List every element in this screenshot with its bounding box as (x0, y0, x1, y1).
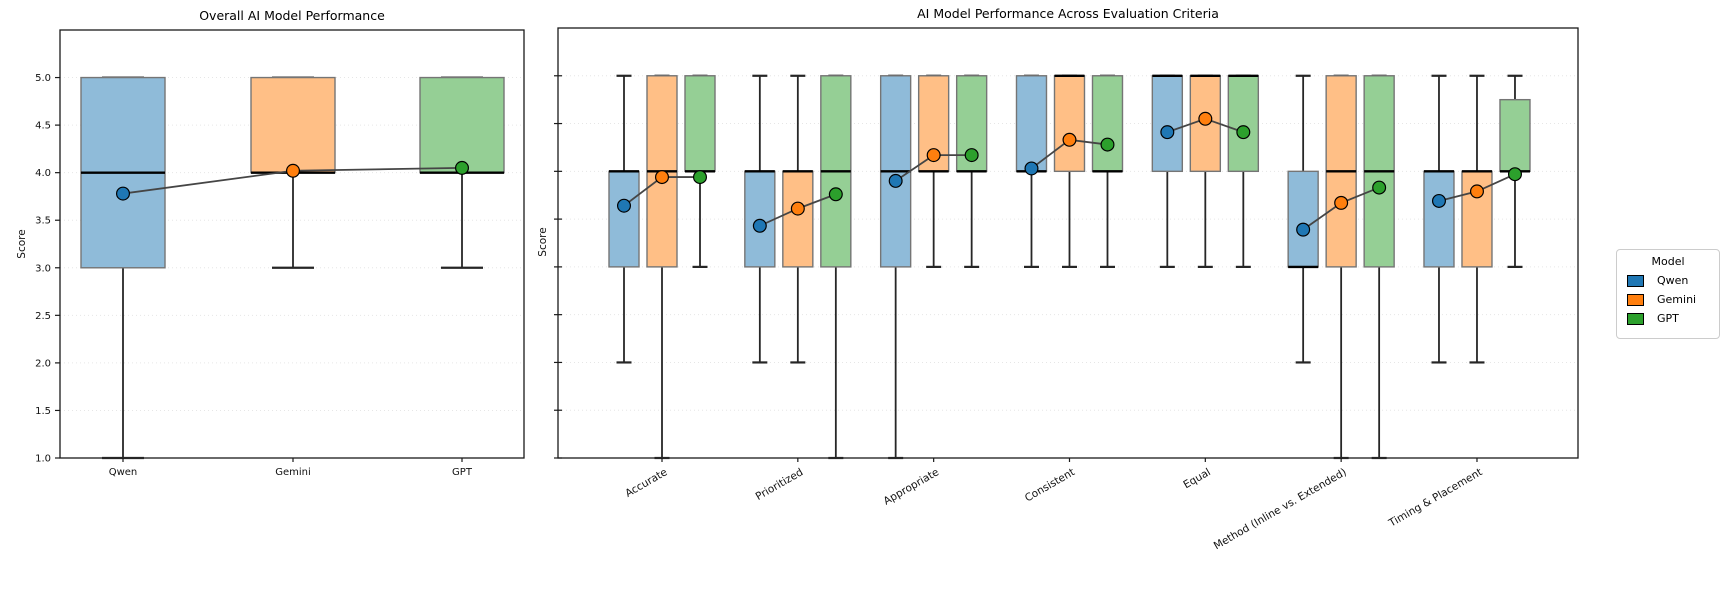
box-body (782, 170, 814, 268)
x-tick-label: GPT (452, 467, 473, 478)
mean-marker-gpt-equal (1236, 125, 1251, 140)
box-body (1091, 75, 1124, 173)
box-body (1287, 170, 1319, 268)
x-tick-label: Accurate (623, 466, 669, 500)
box-gpt-accurate (684, 74, 716, 268)
box-gemini-timing-placement (1461, 74, 1493, 364)
mean-marker-qwen-method-inline-vs-extended (1296, 222, 1311, 237)
panel-border (59, 29, 525, 459)
legend-label: GPT (1657, 312, 1679, 325)
legend-swatch-qwen (1627, 274, 1644, 287)
x-tick-label: Consistent (1023, 466, 1077, 504)
mean-marker-gpt-appropriate (964, 148, 979, 163)
y-tick-label: 2.0 (35, 358, 51, 369)
y-tick-label: 1.5 (35, 406, 51, 417)
mean-marker-gemini-equal (1198, 111, 1213, 126)
mean-marker-qwen-appropriate (888, 173, 903, 188)
box-gemini-consistent (1053, 74, 1086, 268)
box-gpt-appropriate (955, 74, 988, 268)
x-tick-label: Appropriate (882, 466, 942, 507)
right-y-axis-label: Score (537, 227, 549, 257)
x-tick-label: Qwen (109, 467, 138, 478)
mean-marker-gemini-prioritized (790, 201, 805, 216)
panel-border (557, 27, 1579, 459)
box-body (684, 75, 716, 173)
legend-entries: Qwen Gemini GPT (1623, 274, 1713, 325)
box-body (1151, 75, 1184, 173)
legend-entry-gpt: GPT (1627, 312, 1713, 325)
box-gpt-equal (1227, 74, 1260, 268)
mean-marker-qwen-accurate (616, 198, 631, 213)
legend-entry-gemini: Gemini (1627, 293, 1713, 306)
box-qwen-equal (1151, 74, 1184, 268)
box-body (250, 76, 336, 174)
mean-marker-gemini-appropriate (926, 148, 941, 163)
box-qwen-appropriate (879, 74, 912, 460)
y-tick-label: 3.0 (35, 263, 51, 274)
mean-marker-gemini-overall (286, 163, 301, 178)
mean-marker-qwen-consistent (1024, 161, 1039, 176)
box-qwen-timing-placement (1423, 74, 1455, 364)
mean-marker-gpt-method-inline-vs-extended (1372, 180, 1387, 195)
box-qwen-qwen (80, 76, 166, 460)
box-qwen-accurate (608, 74, 640, 364)
x-tick-label: Gemini (275, 467, 311, 478)
right-chart-title: AI Model Performance Across Evaluation C… (917, 6, 1219, 21)
legend-title: Model (1651, 255, 1685, 268)
box-gemini-equal (1189, 74, 1222, 268)
y-tick-label: 5.0 (35, 73, 51, 84)
x-tick-label: Method (Inline vs. Extended) (1212, 466, 1349, 552)
box-body (1499, 98, 1531, 173)
legend-label: Gemini (1657, 293, 1697, 306)
mean-marker-gpt-accurate (692, 170, 707, 185)
y-tick-label: 4.5 (35, 121, 51, 132)
x-tick-label: Prioritized (754, 466, 806, 503)
mean-marker-gemini-method-inline-vs-extended (1334, 195, 1349, 210)
box-body (1227, 75, 1260, 173)
left-chart-title: Overall AI Model Performance (199, 8, 385, 23)
legend: Model Qwen Gemini GPT (1616, 249, 1720, 339)
box-body (1015, 75, 1048, 173)
mean-marker-qwen-prioritized (752, 218, 767, 233)
mean-marker-gemini-timing-placement (1469, 184, 1484, 199)
legend-entry-qwen: Qwen (1627, 274, 1713, 287)
y-tick-label: 3.5 (35, 216, 51, 227)
box-gemini-prioritized (782, 74, 814, 364)
mean-marker-gemini-consistent (1062, 132, 1077, 147)
box-gemini-method-inline-vs-extended (1325, 74, 1357, 460)
box-gemini-appropriate (917, 74, 950, 268)
x-tick-label: Equal (1181, 466, 1212, 491)
mean-marker-gpt-overall (455, 160, 470, 175)
mean-marker-gpt-prioritized (828, 187, 843, 202)
x-tick-label: Timing & Placement (1386, 466, 1484, 530)
left-y-axis-label: Score (16, 229, 28, 259)
box-body (1423, 170, 1455, 268)
box-gpt-prioritized (820, 74, 852, 460)
legend-label: Qwen (1657, 274, 1689, 287)
y-tick-label: 2.5 (35, 311, 51, 322)
mean-marker-gpt-timing-placement (1507, 167, 1522, 182)
legend-swatch-gpt (1627, 312, 1644, 325)
y-tick-label: 1.0 (35, 454, 51, 465)
y-tick-label: 4.0 (35, 168, 51, 179)
box-body (419, 76, 505, 174)
box-body (608, 170, 640, 268)
box-gemini-accurate (646, 74, 678, 460)
box-gpt-consistent (1091, 74, 1124, 268)
mean-marker-qwen-overall (115, 186, 130, 201)
mean-marker-gpt-consistent (1100, 137, 1115, 152)
box-gpt-method-inline-vs-extended (1363, 74, 1395, 460)
mean-marker-qwen-timing-placement (1431, 193, 1446, 208)
legend-swatch-gemini (1627, 293, 1644, 306)
box-qwen-method-inline-vs-extended (1287, 74, 1319, 364)
box-body (1053, 75, 1086, 173)
mean-marker-gemini-accurate (654, 170, 669, 185)
mean-marker-qwen-equal (1160, 125, 1175, 140)
